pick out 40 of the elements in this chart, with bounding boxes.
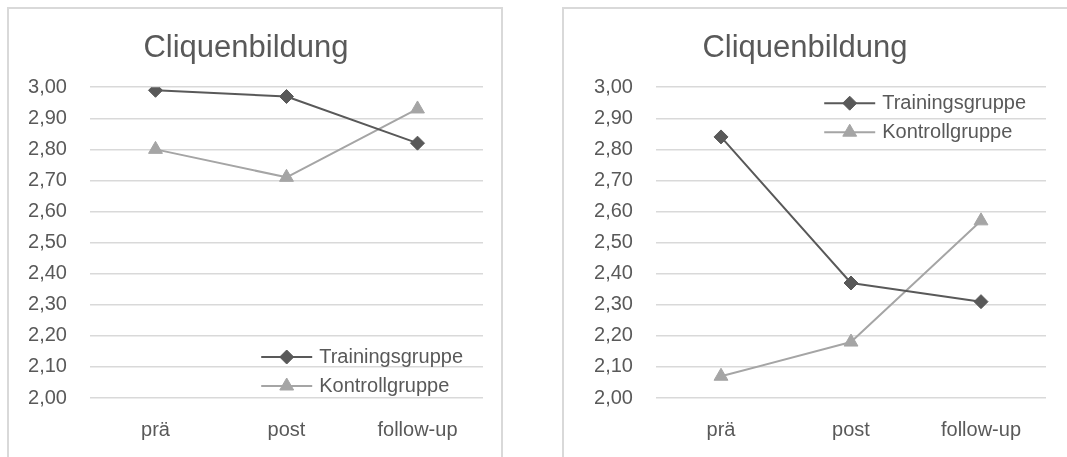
y-tick-label: 2,50 bbox=[594, 230, 633, 253]
chart-title: Cliquenbildung bbox=[702, 29, 908, 65]
point bbox=[973, 212, 989, 226]
point bbox=[713, 367, 729, 381]
x-tick-label: prä bbox=[141, 417, 171, 440]
point bbox=[843, 333, 859, 347]
x-tick-label: follow-up bbox=[940, 417, 1022, 440]
y-tick-label: 2,00 bbox=[594, 385, 633, 408]
y-tick-label: 2,10 bbox=[594, 354, 633, 377]
y-tick-label: 2,30 bbox=[594, 292, 633, 315]
y-tick-label: 2,30 bbox=[28, 292, 67, 315]
y-tick-label: 2,40 bbox=[28, 261, 67, 284]
y-tick-label: 2,90 bbox=[594, 105, 633, 128]
legend-label: Trainingsgruppe bbox=[882, 90, 1027, 113]
y-tick-label: 2,70 bbox=[594, 167, 633, 190]
y-tick-label: 3,00 bbox=[28, 74, 67, 97]
x-tick-label: prä bbox=[706, 417, 737, 440]
x-tick-label: post bbox=[832, 417, 871, 440]
y-tick-label: 2,40 bbox=[594, 261, 633, 284]
legend-label: Trainingsgruppe bbox=[319, 344, 464, 367]
chart-title: Cliquenbildung bbox=[143, 29, 349, 65]
y-tick-label: 2,60 bbox=[28, 199, 67, 222]
y-tick-label: 2,90 bbox=[28, 105, 67, 128]
y-tick-label: 3,00 bbox=[594, 74, 633, 97]
point bbox=[713, 129, 729, 145]
y-tick-label: 2,20 bbox=[594, 323, 633, 346]
legend-label: Kontrollgruppe bbox=[319, 373, 450, 396]
point bbox=[843, 275, 859, 291]
legend-label: Kontrollgruppe bbox=[882, 119, 1013, 142]
y-tick-label: 2,50 bbox=[28, 230, 67, 253]
y-tick-label: 2,70 bbox=[28, 167, 67, 190]
y-tick-label: 2,10 bbox=[28, 354, 67, 377]
point bbox=[973, 294, 989, 310]
y-tick-label: 2,00 bbox=[28, 385, 67, 408]
y-tick-label: 2,20 bbox=[28, 323, 67, 346]
y-tick-label: 2,80 bbox=[28, 136, 67, 159]
x-tick-label: follow-up bbox=[377, 417, 458, 440]
y-tick-label: 2,80 bbox=[594, 136, 633, 159]
x-tick-label: post bbox=[267, 417, 306, 440]
y-tick-label: 2,60 bbox=[594, 199, 633, 222]
